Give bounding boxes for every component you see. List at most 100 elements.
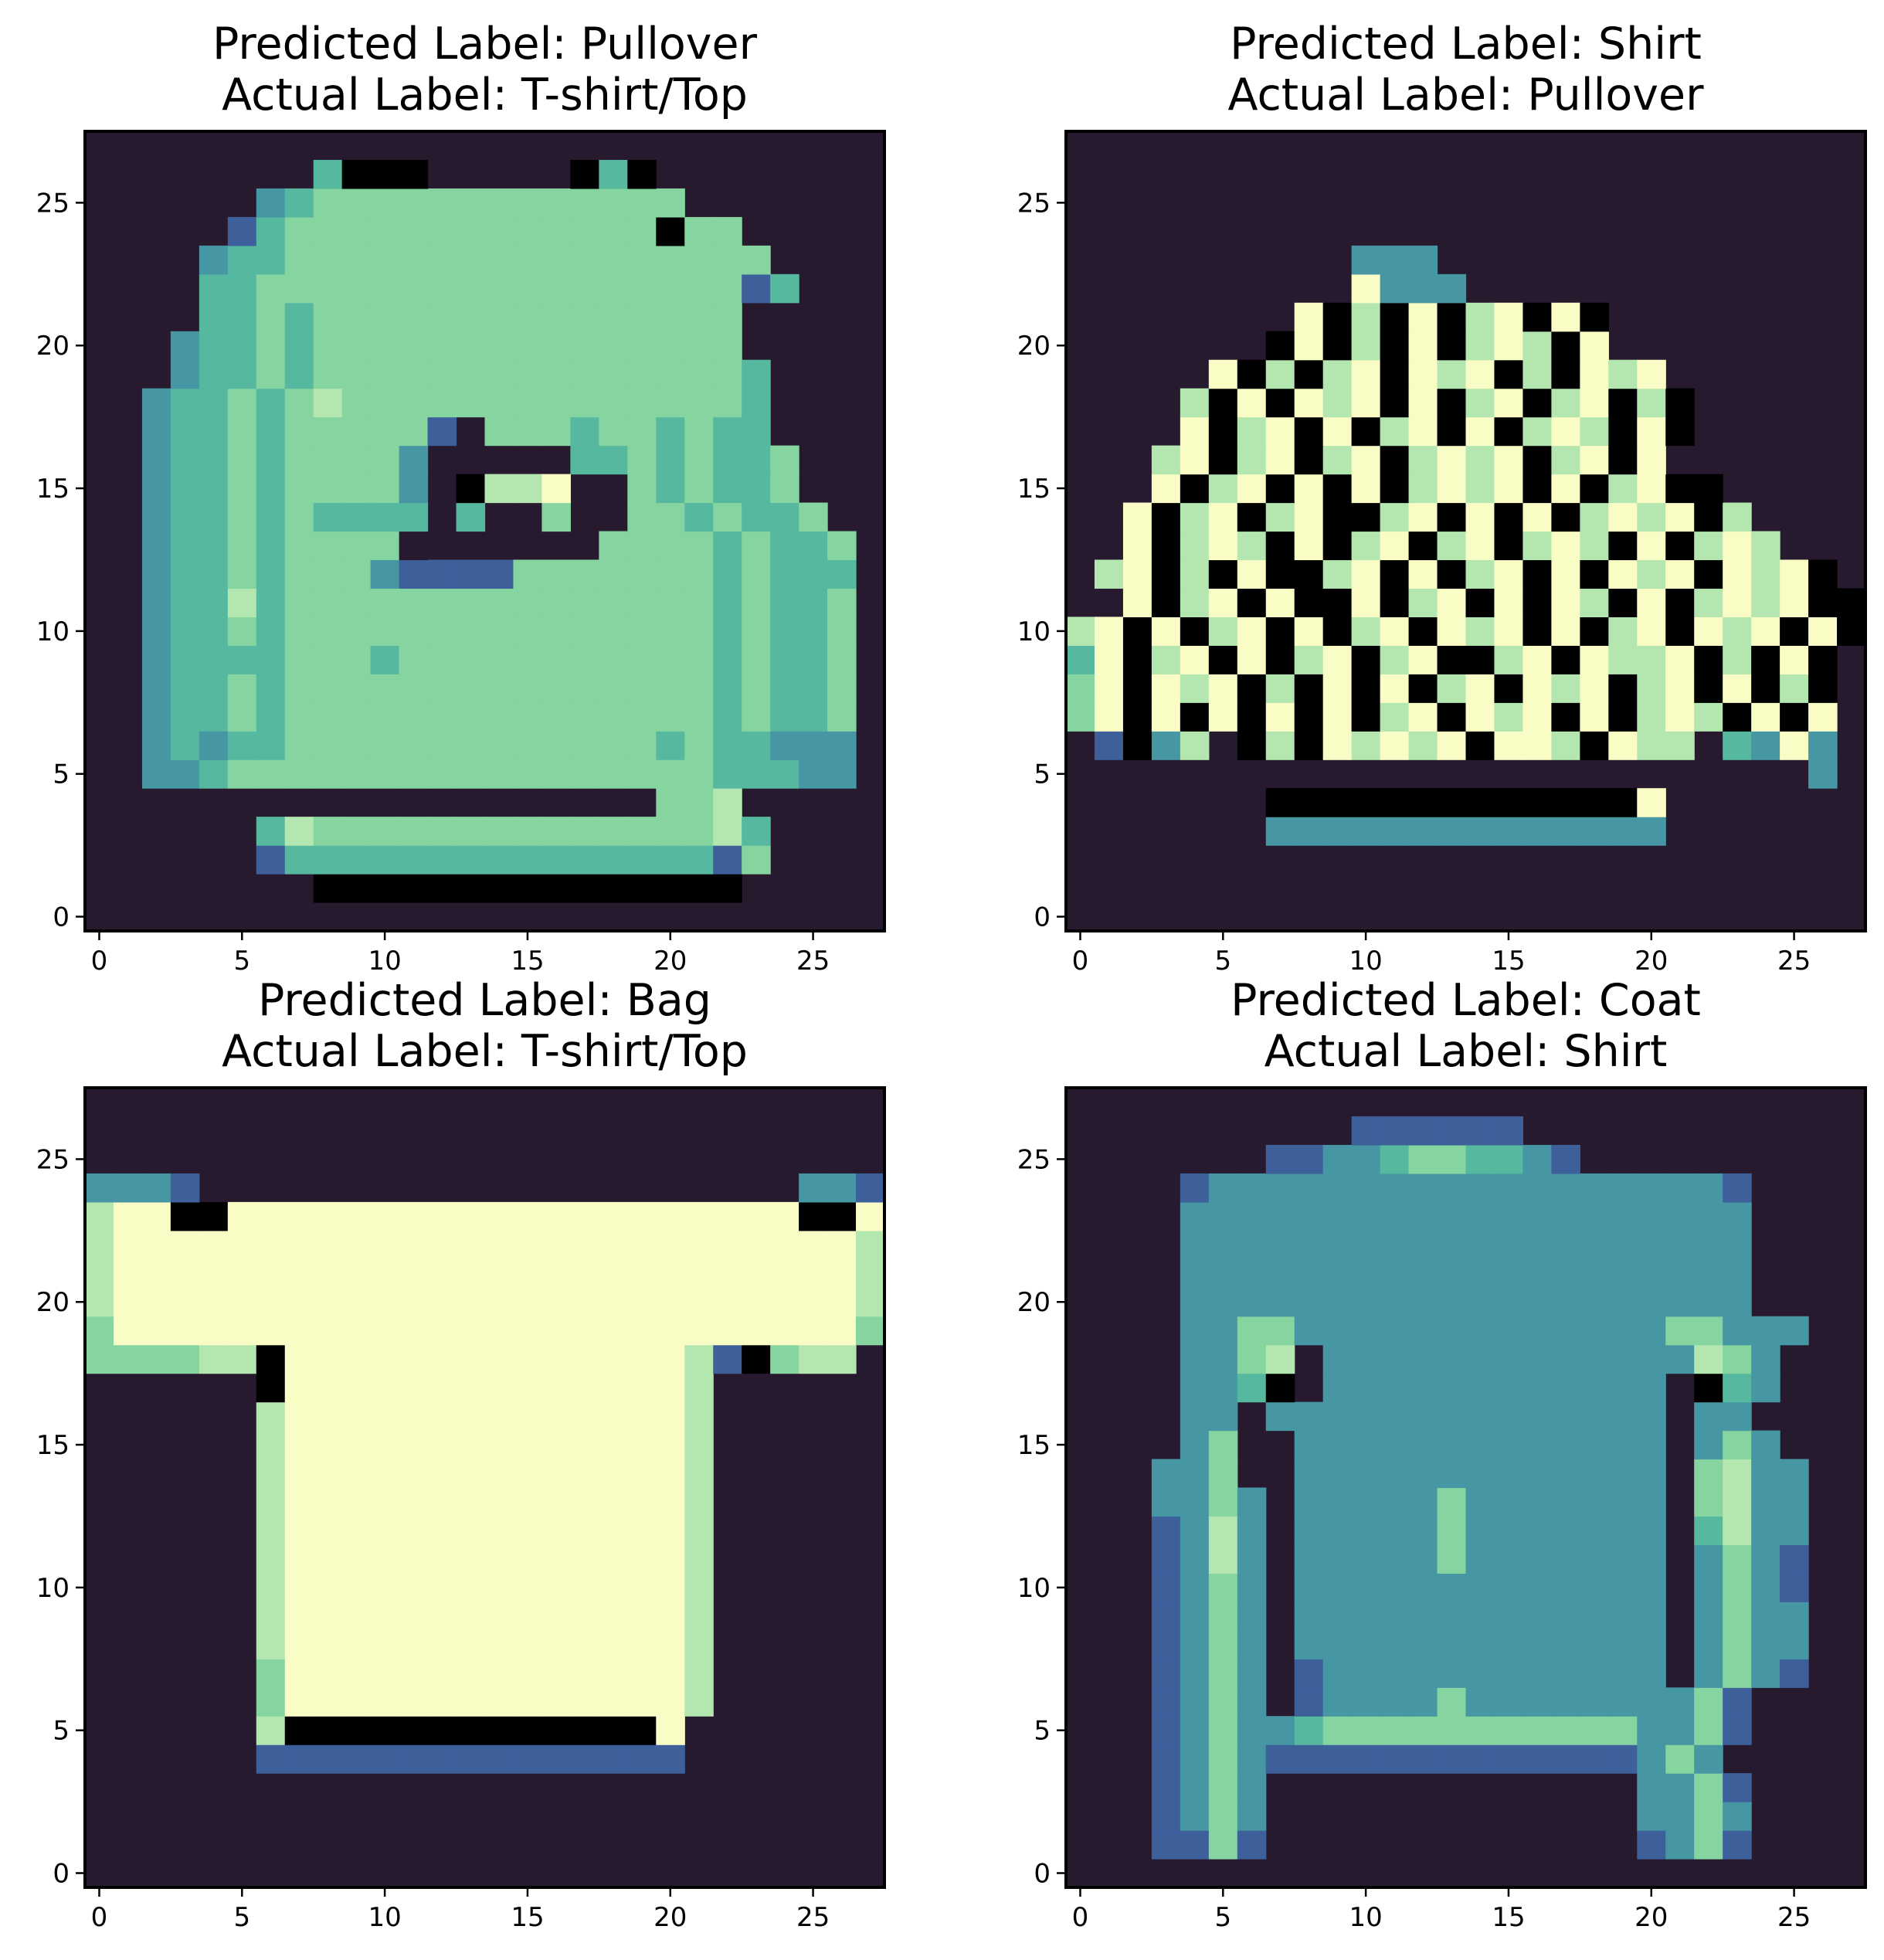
heatmap-cell (1122, 674, 1152, 703)
heatmap-cell (1580, 1173, 1609, 1203)
heatmap-cell (1694, 559, 1723, 589)
heatmap-cell (742, 817, 771, 846)
heatmap-cell (1780, 617, 1809, 646)
heatmap-cell (1465, 1716, 1495, 1745)
heatmap-cell (1351, 645, 1381, 674)
heatmap-cell (170, 1316, 200, 1346)
heatmap-cell (1694, 1573, 1723, 1602)
heatmap-cell (1180, 1802, 1210, 1831)
heatmap-cell (341, 159, 372, 189)
heatmap-cell (199, 1344, 229, 1374)
heatmap-cell (141, 617, 171, 646)
heatmap-cell (1380, 1430, 1410, 1460)
heatmap-cell (513, 1716, 543, 1745)
heatmap-cell (770, 759, 799, 789)
heatmap-cell (570, 731, 599, 760)
heatmap-cell (1465, 1201, 1495, 1231)
heatmap-cell (1294, 416, 1324, 447)
heatmap-cell (170, 1344, 200, 1374)
heatmap-cell (684, 445, 714, 475)
heatmap-cell (1551, 1544, 1580, 1574)
heatmap-cell (1237, 388, 1267, 418)
heatmap-cell (827, 1201, 857, 1231)
heatmap-cell (1351, 731, 1381, 760)
heatmap-cell (513, 416, 543, 447)
heatmap-cell (1351, 1602, 1381, 1631)
heatmap-cell (1580, 1659, 1609, 1688)
heatmap-cell (656, 1430, 685, 1460)
heatmap-cell (827, 559, 857, 589)
heatmap-cell (399, 874, 429, 903)
heatmap-cell (1751, 702, 1780, 732)
heatmap-cell (1494, 1401, 1524, 1432)
heatmap-cell (1551, 1487, 1580, 1517)
heatmap-cell (1494, 1687, 1524, 1717)
heatmap-cell (684, 674, 714, 703)
heatmap-cell (256, 1459, 286, 1489)
heatmap-cell (1437, 559, 1467, 589)
heatmap-cell (199, 617, 229, 646)
heatmap-cell (599, 359, 628, 389)
heatmap-cell (627, 1659, 657, 1688)
heatmap-cell (1494, 1544, 1524, 1574)
heatmap-cell (1265, 1201, 1295, 1231)
heatmap-cell (1122, 559, 1152, 589)
heatmap-cell (399, 331, 429, 361)
y-tick-label: 5 (53, 759, 70, 790)
heatmap-cell (627, 474, 657, 504)
heatmap-cell (1637, 1344, 1666, 1374)
heatmap-cell (1265, 388, 1295, 418)
heatmap-cell (541, 273, 571, 304)
heatmap-cell (684, 874, 714, 903)
heatmap-cell (1580, 1373, 1609, 1403)
heatmap-cell (1237, 1716, 1267, 1745)
heatmap-cell (599, 1373, 628, 1403)
heatmap-cell (113, 1287, 143, 1317)
heatmap-cell (1408, 1259, 1438, 1289)
heatmap-cell (227, 1287, 257, 1317)
heatmap-cell (370, 1401, 400, 1432)
heatmap-cell (656, 1316, 685, 1346)
heatmap-cell (1408, 1487, 1438, 1517)
heatmap-cell (1780, 645, 1809, 674)
heatmap-cell (370, 1744, 400, 1774)
heatmap-cell (370, 759, 400, 789)
heatmap-cell (656, 1344, 685, 1374)
heatmap-cell (1522, 617, 1552, 646)
heatmap-cell (627, 874, 657, 903)
heatmap-cell (1665, 1716, 1695, 1745)
heatmap-cell (713, 416, 742, 447)
heatmap-cell (484, 1516, 514, 1546)
heatmap-cell (827, 645, 857, 674)
heatmap-cell (256, 188, 286, 218)
heatmap-cell (1237, 1230, 1267, 1260)
subplot-title-line-1: Predicted Label: Pullover (212, 19, 758, 70)
heatmap-cell (1637, 788, 1666, 817)
heatmap-cell (742, 445, 771, 475)
heatmap-cell (1322, 502, 1353, 532)
heatmap-cell (1694, 1659, 1723, 1688)
heatmap-cell (1437, 1630, 1467, 1659)
heatmap-cell (513, 1602, 543, 1631)
x-tick-label: 5 (233, 1902, 250, 1933)
heatmap-cell (742, 359, 771, 389)
heatmap-cell (1580, 1573, 1609, 1602)
heatmap-cell (1351, 1487, 1381, 1517)
heatmap-cell (1608, 1373, 1638, 1403)
heatmap-cell (1780, 1316, 1809, 1346)
heatmap-cell (1637, 1201, 1666, 1231)
heatmap-cell (599, 731, 628, 760)
heatmap-cell (684, 273, 714, 304)
heatmap-cell (427, 1344, 457, 1374)
heatmap-cell (1808, 559, 1838, 589)
heatmap-cell (656, 1259, 685, 1289)
heatmap-cell (456, 1687, 486, 1717)
heatmap-cell (370, 1630, 400, 1659)
heatmap-cell (313, 245, 343, 275)
heatmap-cell (1294, 1659, 1324, 1688)
heatmap-cell (1180, 1201, 1210, 1231)
heatmap-cell (1351, 1116, 1381, 1146)
heatmap-cell (599, 1487, 628, 1517)
heatmap-cell (484, 188, 514, 218)
heatmap-cell (1265, 474, 1295, 504)
